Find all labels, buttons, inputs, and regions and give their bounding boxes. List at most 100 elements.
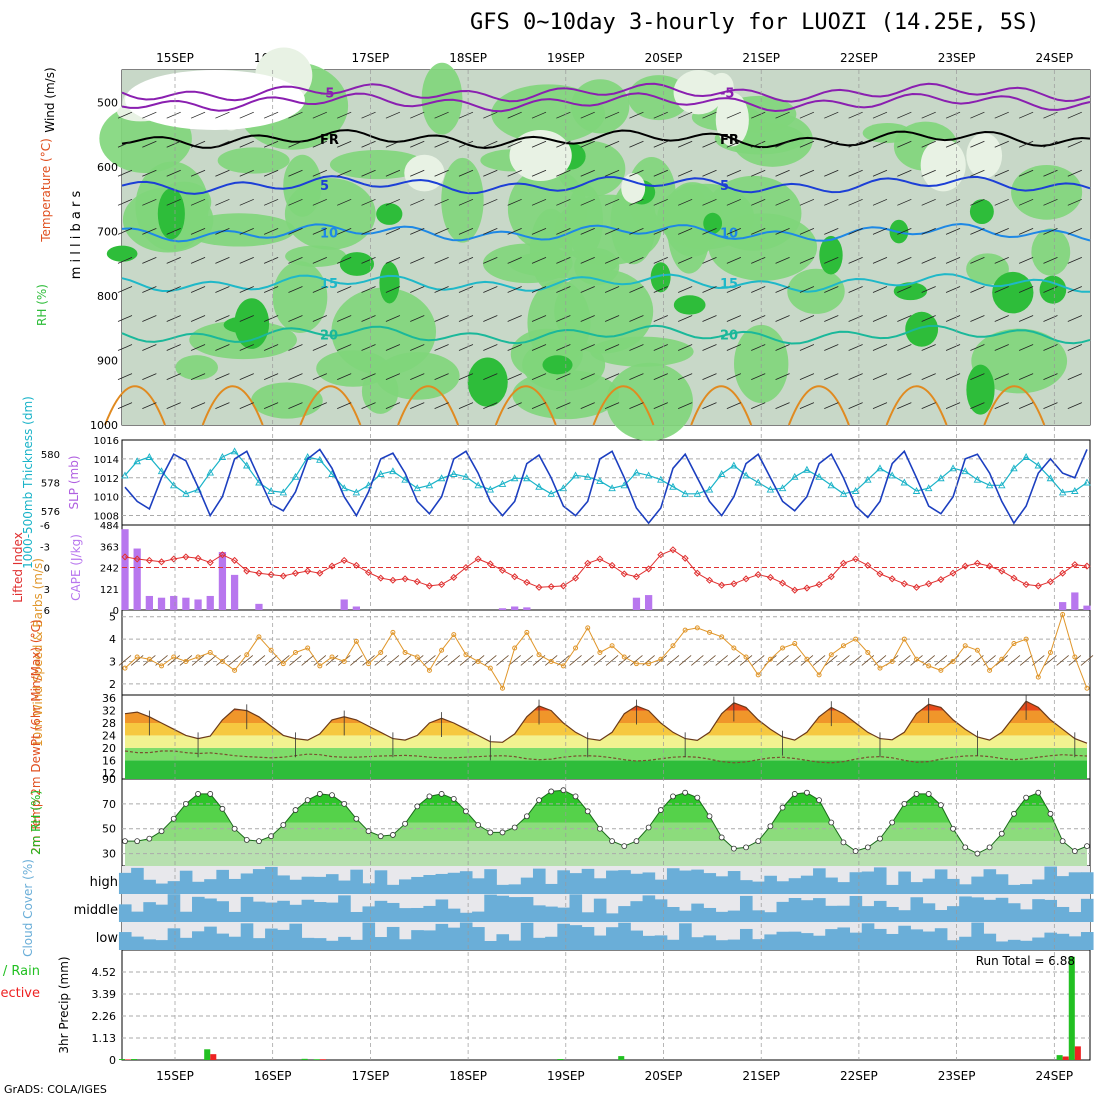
cloud-bar (1020, 909, 1033, 922)
wind-barb (897, 402, 912, 410)
thickness-point (961, 467, 969, 475)
li-point (973, 559, 981, 567)
rh-high-area (905, 311, 939, 347)
cloud-bar (1044, 899, 1058, 922)
rh-low-area (509, 129, 572, 181)
wind-barb (239, 111, 254, 119)
wind-barb (337, 169, 352, 177)
wind-barb (872, 257, 888, 264)
wind-barb (677, 286, 693, 293)
wind-barb-10m (581, 655, 594, 666)
date-label-top: 17SEP (352, 51, 390, 65)
thickness-point (803, 465, 811, 473)
rh-point (511, 824, 518, 831)
wind-barb (190, 257, 206, 264)
cloud-bar (362, 883, 376, 894)
li-point (304, 567, 312, 575)
cloud-bar (325, 874, 339, 894)
wind-barb-10m (1019, 655, 1033, 666)
wind-barb (702, 373, 717, 380)
rh-point (584, 808, 591, 815)
wind-barb (1067, 373, 1082, 380)
rh-low-area (715, 92, 749, 147)
precip-total-bar (1056, 1055, 1063, 1060)
panel-frame-slp (121, 439, 1091, 526)
thickness-point (389, 467, 397, 475)
cloud-bar (715, 940, 729, 950)
thickness-point (1058, 488, 1067, 496)
cloud-bar (764, 912, 777, 922)
wind-speed-point (305, 645, 311, 651)
wind-barb-10m (666, 655, 680, 666)
li-label: Lifted Index (11, 532, 25, 603)
wind-barb-10m (715, 655, 728, 666)
wind-barb-10m (496, 655, 509, 666)
wind-barb (434, 286, 449, 293)
wind-barb (337, 315, 352, 322)
rh-point (950, 825, 956, 832)
wind-barb (726, 227, 742, 235)
cape-bar (157, 597, 166, 610)
thickness-point (888, 471, 896, 479)
wind-barb-10m (179, 655, 193, 666)
wind-barb (970, 140, 985, 148)
wind-barb (629, 402, 644, 410)
date-label-top: 20SEP (645, 51, 683, 65)
rh-mid-area (217, 147, 290, 174)
wind-speed-point (901, 636, 907, 642)
wind-barb (775, 344, 790, 351)
wind-speed-point (694, 625, 700, 631)
cloud-bar (1068, 936, 1082, 950)
wind-barb (653, 344, 668, 351)
thickness-tick: 576 (41, 507, 60, 518)
li-point (876, 570, 884, 578)
cloud-bar (593, 878, 607, 894)
date-label-top: 23SEP (938, 51, 976, 65)
isotherm-warm-arc (787, 385, 850, 426)
wind-barb (580, 227, 595, 235)
wind-speed-point (232, 667, 238, 673)
thickness-point (620, 481, 629, 489)
wind-barb (507, 227, 522, 235)
cloud-bar (459, 922, 473, 950)
rh-point (913, 791, 920, 797)
temp-band (125, 701, 1087, 711)
wind-barb (507, 198, 522, 206)
wind-barb (312, 402, 327, 410)
li-tick: -3 (40, 542, 50, 553)
rh-point (256, 838, 262, 845)
wind-speed-point (378, 650, 384, 655)
wind-barb (775, 373, 790, 380)
wind-barb (337, 198, 352, 206)
li-point (827, 573, 835, 581)
wind-speed-point (207, 650, 213, 655)
cloud-bar (679, 923, 692, 950)
wind-barb (653, 373, 668, 380)
rh-mid-area (175, 355, 219, 380)
cloud-bar (898, 910, 911, 922)
li-point (815, 580, 823, 589)
wind-barb (799, 315, 815, 322)
wind-barb-10m (1056, 655, 1069, 666)
cloud-bar (606, 927, 619, 950)
temp-tick: 36 (102, 692, 116, 705)
panel-frame-wind (121, 609, 1091, 696)
wind-barb (434, 373, 449, 380)
rh-mid-area (1031, 228, 1071, 276)
wind-barb (824, 198, 839, 206)
rh-high-area (969, 199, 994, 225)
li-point (377, 574, 385, 582)
wind-barb (263, 198, 279, 206)
cloud-bar (179, 937, 193, 950)
wind-barb (1018, 286, 1034, 293)
thickness-point (133, 457, 141, 465)
wind-barb (799, 111, 815, 119)
wind-barb (677, 198, 693, 206)
rh-high-area (650, 262, 671, 293)
rh-point (377, 833, 384, 840)
thickness-point (1071, 487, 1079, 494)
wind-barb (142, 257, 157, 264)
cloud-bar (861, 906, 875, 922)
wind-barb (361, 373, 376, 380)
rh-point (414, 803, 421, 810)
